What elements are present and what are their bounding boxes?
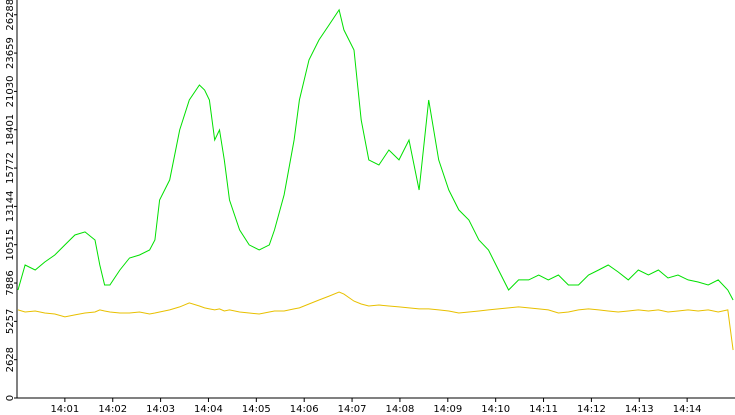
x-tick-label: 14:11 [529, 404, 558, 415]
y-tick-label: 15772 [5, 152, 16, 184]
y-tick-label: 26288 [5, 0, 16, 31]
y-tick-label: 7886 [5, 270, 16, 295]
x-tick-label: 14:06 [290, 404, 319, 415]
series-line [17, 8, 734, 301]
y-tick-label: 0 [5, 395, 16, 401]
x-tick-label: 14:10 [481, 404, 510, 415]
x-tick-label: 14:04 [194, 404, 223, 415]
x-tick-label: 14:05 [242, 404, 271, 415]
y-tick-label: 21030 [5, 76, 16, 108]
series-line [17, 291, 734, 351]
x-tick-label: 14:14 [673, 404, 702, 415]
x-tick-label: 14:13 [625, 404, 654, 415]
x-tick-label: 14:02 [98, 404, 127, 415]
y-tick-label: 23659 [5, 37, 16, 69]
y-tick-label: 10515 [5, 229, 16, 261]
x-tick-label: 14:12 [577, 404, 606, 415]
x-tick-label: 14:07 [338, 404, 367, 415]
x-tick-label: 14:01 [50, 404, 79, 415]
y-tick-label: 13144 [5, 190, 16, 222]
x-tick-label: 14:09 [433, 404, 462, 415]
y-tick-label: 2628 [5, 347, 16, 372]
y-tick-label: 18401 [5, 114, 16, 146]
x-tick-label: 14:08 [386, 404, 415, 415]
y-tick-label: 5257 [5, 309, 16, 334]
x-tick-label: 14:03 [146, 404, 175, 415]
